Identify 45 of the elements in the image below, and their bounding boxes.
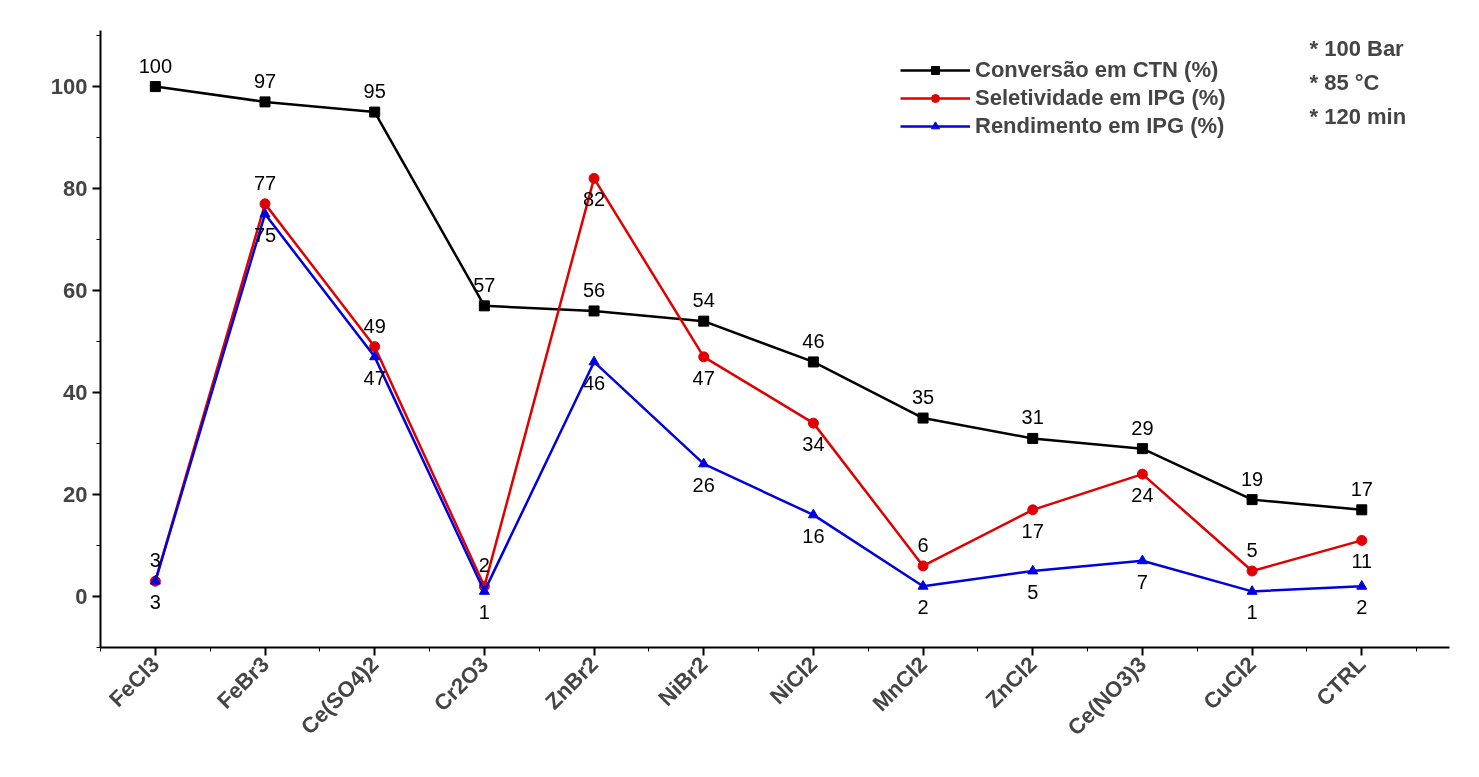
data-label: 16 [802,524,825,547]
data-label: 49 [363,314,386,337]
data-label: 46 [582,371,606,394]
data-label: 47 [363,366,386,389]
data-label: 1 [1246,601,1258,624]
y-tick-label: 60 [63,278,88,304]
data-label: 3 [149,549,161,572]
data-label: 95 [363,80,386,103]
data-label: 35 [911,386,935,409]
data-label: 2 [917,596,929,619]
data-label: 97 [253,69,277,92]
data-label: 6 [917,533,929,556]
data-label: 17 [1021,519,1044,542]
data-label: 34 [802,433,825,456]
data-label: 19 [1240,467,1264,490]
data-label: 46 [802,329,825,352]
y-tick-label: 40 [63,380,88,406]
data-label: 3 [149,591,161,614]
annotation: * 120 min [1309,103,1407,129]
data-label: 17 [1350,477,1373,500]
data-label: 56 [582,278,606,301]
data-label: 5 [1246,539,1258,562]
legend-label: Conversão em CTN (%) [975,56,1219,84]
data-label: 24 [1131,484,1154,507]
data-label: 2 [1356,596,1368,619]
annotation: * 100 Bar [1309,35,1405,61]
annotation: * 85 °C [1309,69,1380,95]
data-label: 100 [138,54,173,77]
data-label: 31 [1021,406,1044,429]
data-label: 11 [1351,550,1373,573]
data-label: 29 [1131,416,1154,439]
y-tick-label: 100 [50,74,88,100]
y-tick-label: 0 [75,584,88,610]
data-label: 1 [478,601,490,624]
data-label: 7 [1136,570,1148,593]
data-label: 77 [253,171,277,194]
legend-label: Seletividade em IPG (%) [975,84,1226,112]
y-tick-label: 80 [63,176,88,202]
y-tick-label: 20 [63,482,88,508]
legend-label: Rendimento em IPG (%) [975,112,1225,140]
data-label: 5 [1027,581,1039,604]
data-label: 47 [692,366,715,389]
data-label: 26 [692,473,715,496]
data-label: 54 [692,289,715,312]
data-label: 2 [478,554,490,577]
